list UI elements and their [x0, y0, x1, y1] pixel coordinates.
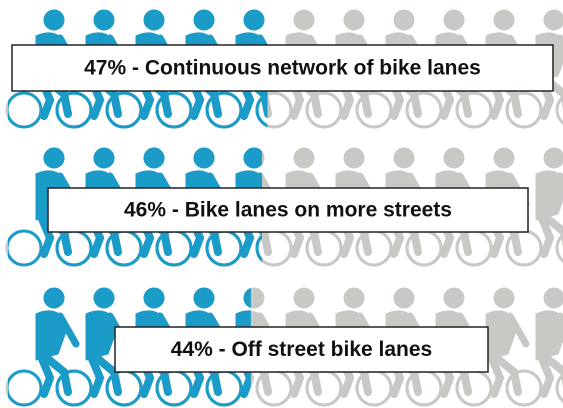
- cyclist: [7, 288, 91, 405]
- row-label: 44% - Off street bike lanes: [171, 338, 432, 361]
- row-label: 46% - Bike lanes on more streets: [124, 199, 452, 222]
- chart: 47% - Continuous network of bike lanes 46…: [0, 0, 563, 408]
- row-label: 47% - Continuous network of bike lanes: [84, 57, 481, 80]
